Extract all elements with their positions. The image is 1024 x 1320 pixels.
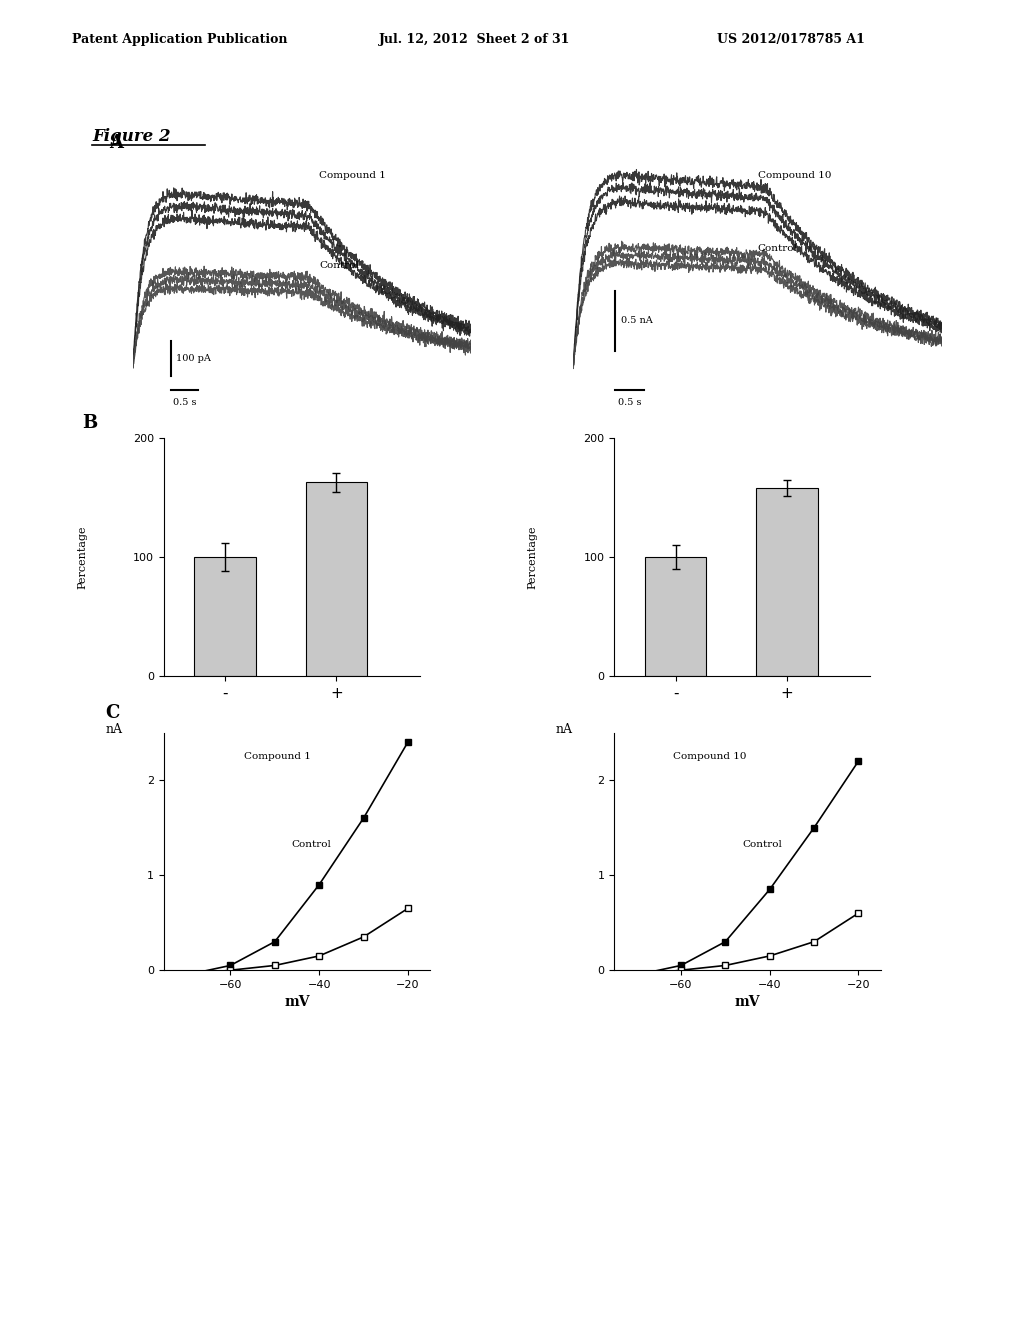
Text: Figure 2: Figure 2 <box>92 128 171 145</box>
Text: 100 pA: 100 pA <box>176 354 211 363</box>
Y-axis label: Percentage: Percentage <box>527 525 538 589</box>
Text: Control: Control <box>742 840 782 849</box>
Text: nA: nA <box>105 723 122 737</box>
Text: 0.5 nA: 0.5 nA <box>621 317 652 325</box>
Text: nA: nA <box>556 723 572 737</box>
Text: C: C <box>105 704 120 722</box>
Bar <box>306 482 367 676</box>
Text: Jul. 12, 2012  Sheet 2 of 31: Jul. 12, 2012 Sheet 2 of 31 <box>379 33 570 46</box>
Bar <box>757 488 817 676</box>
Text: US 2012/0178785 A1: US 2012/0178785 A1 <box>717 33 864 46</box>
Text: 0.5 s: 0.5 s <box>617 397 641 407</box>
Bar <box>195 557 256 676</box>
Text: Control: Control <box>758 244 798 253</box>
Text: Compound 1: Compound 1 <box>319 170 386 180</box>
Text: Patent Application Publication: Patent Application Publication <box>72 33 287 46</box>
Text: 0.5 s: 0.5 s <box>173 397 197 407</box>
Text: Compound 1: Compound 1 <box>244 751 310 760</box>
Text: Control: Control <box>319 261 358 271</box>
Bar <box>645 557 707 676</box>
X-axis label: mV: mV <box>285 995 309 1010</box>
Y-axis label: Percentage: Percentage <box>77 525 87 589</box>
Text: Compound 10: Compound 10 <box>758 170 831 180</box>
Text: A: A <box>110 135 124 152</box>
Text: B: B <box>82 414 97 433</box>
Text: Compound 10: Compound 10 <box>673 751 746 760</box>
X-axis label: mV: mV <box>735 995 760 1010</box>
Text: Control: Control <box>292 840 332 849</box>
